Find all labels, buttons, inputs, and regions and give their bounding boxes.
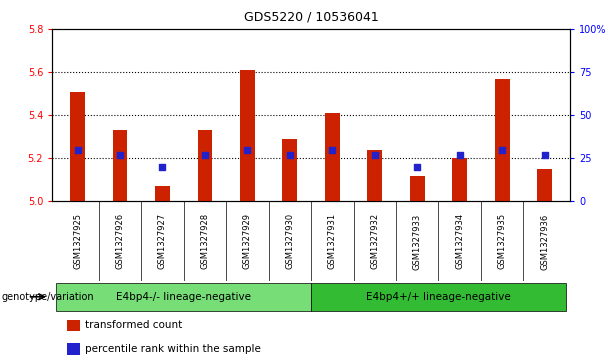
Text: GSM1327933: GSM1327933 xyxy=(413,213,422,269)
Point xyxy=(327,147,337,152)
Text: GSM1327934: GSM1327934 xyxy=(455,213,464,269)
Text: GSM1327926: GSM1327926 xyxy=(115,213,124,269)
Point xyxy=(243,147,253,152)
Bar xyxy=(70,91,85,201)
Text: GSM1327931: GSM1327931 xyxy=(328,213,337,269)
Bar xyxy=(325,113,340,201)
FancyBboxPatch shape xyxy=(56,283,311,311)
FancyBboxPatch shape xyxy=(311,283,566,311)
Bar xyxy=(155,186,170,201)
Text: GSM1327930: GSM1327930 xyxy=(286,213,294,269)
Point xyxy=(370,152,379,158)
Text: percentile rank within the sample: percentile rank within the sample xyxy=(85,344,261,354)
Text: E4bp4+/+ lineage-negative: E4bp4+/+ lineage-negative xyxy=(366,292,511,302)
Text: GSM1327936: GSM1327936 xyxy=(540,213,549,269)
Point xyxy=(455,152,465,158)
Text: GSM1327928: GSM1327928 xyxy=(200,213,210,269)
Point xyxy=(73,147,83,152)
Bar xyxy=(67,320,80,331)
Text: transformed count: transformed count xyxy=(85,321,182,330)
Bar xyxy=(452,158,467,201)
Bar xyxy=(495,79,509,201)
Point xyxy=(200,152,210,158)
Bar xyxy=(113,130,128,201)
Text: GSM1327929: GSM1327929 xyxy=(243,213,252,269)
Bar xyxy=(410,176,425,201)
Bar xyxy=(283,139,297,201)
Bar xyxy=(67,343,80,355)
Text: GSM1327927: GSM1327927 xyxy=(158,213,167,269)
Point xyxy=(497,147,507,152)
Text: E4bp4-/- lineage-negative: E4bp4-/- lineage-negative xyxy=(116,292,251,302)
Point xyxy=(285,152,295,158)
Text: genotype/variation: genotype/variation xyxy=(1,292,94,302)
Bar xyxy=(240,70,255,201)
Bar xyxy=(367,150,383,201)
Point xyxy=(539,152,549,158)
Text: GSM1327925: GSM1327925 xyxy=(73,213,82,269)
Text: GSM1327935: GSM1327935 xyxy=(498,213,507,269)
Bar xyxy=(197,130,212,201)
Point xyxy=(413,164,422,170)
Text: GDS5220 / 10536041: GDS5220 / 10536041 xyxy=(244,11,378,24)
Text: GSM1327932: GSM1327932 xyxy=(370,213,379,269)
Point xyxy=(158,164,167,170)
Point xyxy=(115,152,125,158)
Bar xyxy=(537,169,552,201)
